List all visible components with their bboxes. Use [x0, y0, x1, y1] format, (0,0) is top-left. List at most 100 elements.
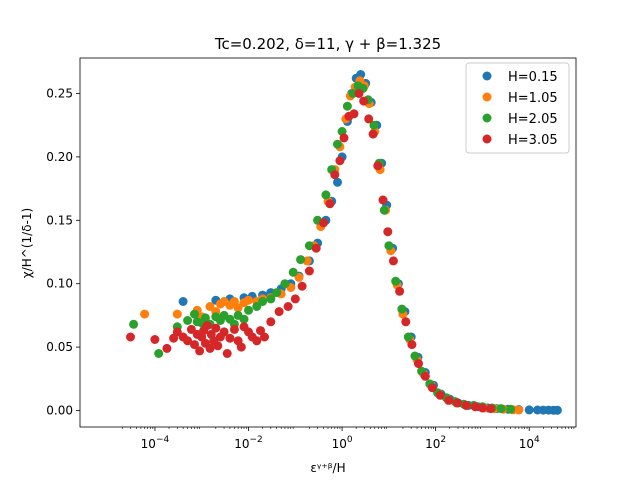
data-point [524, 405, 534, 415]
data-point [373, 161, 383, 171]
data-point [213, 341, 223, 351]
plot-area [126, 70, 562, 415]
data-point [244, 295, 253, 305]
x-tick-label: 10−4 [141, 435, 170, 451]
data-point [297, 281, 307, 291]
y-tick-label: 0.00 [46, 404, 73, 418]
data-point [304, 241, 314, 251]
legend-marker [482, 113, 492, 123]
data-point [211, 323, 221, 333]
legend-label: H=3.05 [508, 133, 558, 148]
data-point [150, 335, 160, 344]
data-point [330, 170, 340, 180]
data-point [256, 326, 265, 336]
chart-title: Tc=0.202, δ=11, γ + β=1.325 [214, 35, 441, 53]
data-point [162, 343, 172, 353]
y-axis: 0.00 0.05 0.10 0.15 0.20 0.25 [46, 87, 80, 418]
data-point [222, 349, 232, 358]
data-point [368, 129, 378, 139]
data-point [420, 371, 430, 381]
data-point [395, 286, 405, 296]
data-point [200, 313, 210, 323]
data-point [435, 390, 445, 400]
data-point [154, 349, 164, 358]
data-point [296, 255, 306, 265]
data-point [205, 343, 215, 353]
data-point [229, 324, 239, 334]
data-point [195, 346, 205, 356]
data-point [364, 114, 374, 124]
data-point [461, 400, 471, 410]
data-point [384, 241, 394, 251]
legend-label: H=0.15 [508, 70, 558, 85]
legend-marker [482, 134, 492, 144]
x-axis-label: εᵞ⁺ᵝ/H [310, 461, 345, 475]
data-point [283, 302, 293, 311]
data-point [397, 304, 407, 314]
data-point [342, 101, 352, 111]
data-point [349, 109, 359, 119]
x-tick-label: 104 [519, 435, 540, 451]
data-point [202, 321, 212, 331]
data-point [304, 266, 314, 276]
data-point [236, 342, 246, 352]
data-point [379, 205, 389, 215]
data-point [339, 133, 349, 143]
data-point [369, 120, 379, 130]
data-point [319, 218, 328, 228]
data-point [178, 297, 188, 306]
data-point [378, 195, 388, 205]
y-tick-label: 0.20 [46, 150, 73, 164]
data-point [126, 332, 135, 342]
data-point [514, 405, 524, 415]
data-point [354, 89, 364, 98]
x-tick-label: 102 [425, 435, 446, 451]
data-point [272, 288, 282, 298]
data-point [288, 267, 298, 277]
data-point [496, 404, 506, 414]
data-point [280, 279, 290, 289]
data-point [266, 294, 276, 304]
legend-marker [482, 92, 492, 102]
data-point [260, 332, 269, 342]
data-point [486, 404, 496, 414]
data-point [506, 404, 516, 414]
legend-item: H=1.05 [482, 91, 558, 106]
y-tick-label: 0.05 [46, 340, 73, 354]
data-point [129, 319, 139, 329]
data-point [239, 314, 249, 324]
data-point [225, 333, 235, 343]
data-point [266, 317, 276, 327]
data-point [311, 243, 321, 253]
data-point [172, 309, 182, 319]
data-point [403, 332, 413, 342]
data-point [333, 177, 342, 187]
axes-frame [79, 57, 577, 428]
data-point [391, 276, 401, 286]
data-point [333, 139, 342, 149]
data-point [294, 272, 304, 282]
data-point [359, 96, 369, 106]
series-H=3.05 [126, 89, 496, 414]
legend: H=0.15 H=1.05 H=2.05 H=3.05 [465, 62, 570, 154]
data-point [325, 199, 335, 209]
data-point [427, 383, 437, 393]
data-point [383, 227, 393, 237]
x-tick-label: 100 [332, 435, 353, 451]
data-point [172, 327, 182, 337]
legend-box [465, 62, 570, 154]
y-tick-label: 0.10 [46, 277, 73, 291]
data-point [183, 316, 193, 325]
x-tick-label: 10−2 [234, 435, 263, 451]
data-point [477, 403, 487, 413]
legend-label: H=1.05 [508, 91, 558, 106]
legend-marker [482, 71, 492, 81]
data-point [190, 309, 199, 319]
data-point [190, 340, 199, 350]
y-tick-label: 0.15 [46, 213, 73, 227]
data-point [414, 359, 423, 369]
data-point [452, 398, 462, 408]
data-point [335, 156, 345, 166]
legend-label: H=2.05 [508, 112, 558, 127]
